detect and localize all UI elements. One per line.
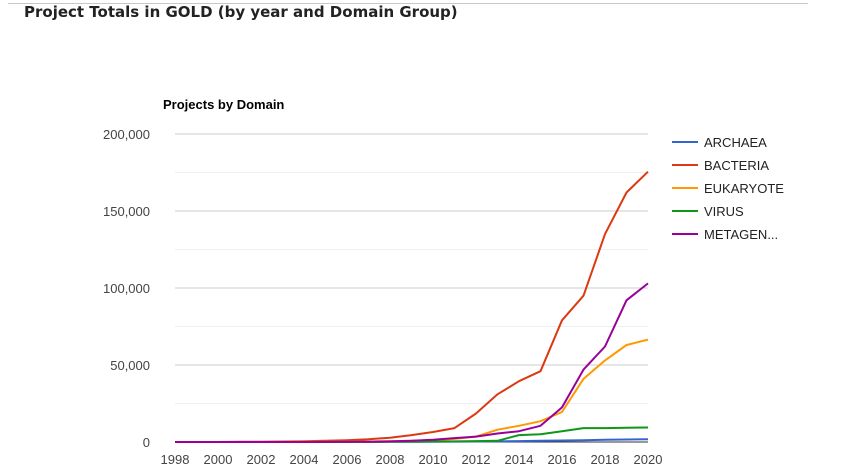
y-axis-tick-labels: 0 50,000 100,000 150,000 200,000: [103, 127, 150, 450]
legend-label: EUKARYOTE: [704, 181, 784, 196]
y-tick-label: 50,000: [110, 358, 150, 373]
legend-item-eukaryote[interactable]: EUKARYOTE: [672, 181, 784, 196]
y-tick-label: 200,000: [103, 127, 150, 142]
series-line-metagenome[interactable]: [175, 282, 649, 443]
x-tick-label: 1998: [161, 452, 190, 467]
legend-item-archaea[interactable]: ARCHAEA: [672, 135, 767, 150]
legend-label: ARCHAEA: [704, 135, 767, 150]
y-tick-label: 0: [143, 435, 150, 450]
x-tick-label: 2014: [505, 452, 534, 467]
x-tick-label: 2008: [376, 452, 405, 467]
x-tick-label: 2020: [634, 452, 663, 467]
page-title: Project Totals in GOLD (by year and Doma…: [24, 3, 458, 21]
x-tick-label: 2016: [548, 452, 577, 467]
legend-label: BACTERIA: [704, 158, 769, 173]
x-tick-label: 2000: [204, 452, 233, 467]
x-tick-label: 2012: [462, 452, 491, 467]
legend-item-bacteria[interactable]: BACTERIA: [672, 158, 769, 173]
title-divider: [8, 3, 808, 4]
x-axis-tick-labels: 1998 2000 2002 2004 2006 2008 2010 2012 2014 2016…: [161, 452, 663, 467]
x-tick-label: 2018: [591, 452, 620, 467]
series-line-eukaryote[interactable]: [175, 338, 649, 443]
chart-title: Projects by Domain: [163, 97, 284, 112]
x-tick-label: 2006: [333, 452, 362, 467]
line-chart: 0 50,000 100,000 150,000 200,000 1998 2000 200…: [103, 97, 784, 467]
legend-label: METAGEN...: [704, 227, 778, 242]
legend-item-metagenome[interactable]: METAGEN...: [672, 227, 778, 242]
x-tick-label: 2002: [247, 452, 276, 467]
x-tick-label: 2010: [419, 452, 448, 467]
y-tick-label: 150,000: [103, 204, 150, 219]
gridlines: [175, 133, 648, 443]
series-lines: [175, 170, 649, 443]
legend-label: VIRUS: [704, 204, 744, 219]
x-tick-label: 2004: [290, 452, 319, 467]
legend-item-virus[interactable]: VIRUS: [672, 204, 744, 219]
legend[interactable]: ARCHAEA BACTERIA EUKARYOTE VIRUS METAGEN...: [672, 135, 784, 242]
series-line-bacteria[interactable]: [175, 170, 649, 443]
y-tick-label: 100,000: [103, 281, 150, 296]
chart-panel: 0 50,000 100,000 150,000 200,000 1998 2000 200…: [8, 38, 808, 472]
